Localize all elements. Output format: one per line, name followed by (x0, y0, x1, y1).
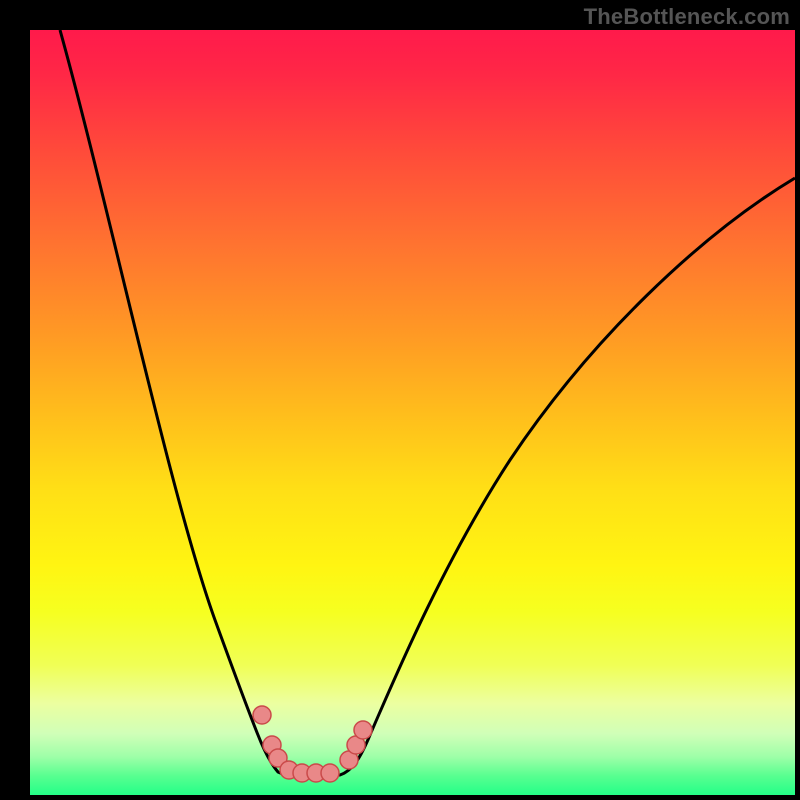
bottleneck-chart (0, 0, 800, 800)
data-marker (354, 721, 372, 739)
chart-container: TheBottleneck.com (0, 0, 800, 800)
data-marker (253, 706, 271, 724)
watermark-text: TheBottleneck.com (584, 4, 790, 30)
data-marker (321, 764, 339, 782)
gradient-background (30, 30, 795, 795)
